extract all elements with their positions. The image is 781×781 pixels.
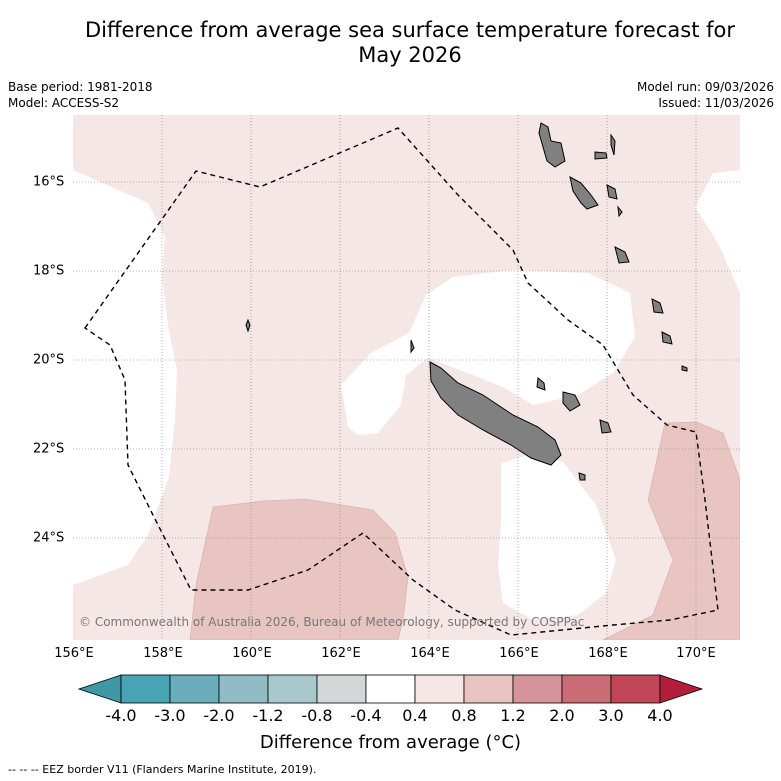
colorbar-segment-2 [169,674,220,704]
colorbar-tick-label: 4.0 [647,706,673,725]
colorbar-segment-6 [365,674,416,704]
colorbar-extend-high [659,674,704,704]
colorbar-tick-label: -1.2 [252,706,284,725]
lon-label-164e: 164°E [410,646,450,661]
title-line-1: Difference from average sea surface temp… [85,18,735,42]
chesterfield-islands [245,318,251,333]
colorbar-title: Difference from average (°C) [259,732,522,753]
lat-label-16s: 16°S [33,174,65,190]
lat-label-18s: 18°S [33,263,65,279]
colorbar-segment-3 [218,674,269,704]
tanna-island [661,331,673,345]
ambae-island [594,151,608,160]
title-line-2: May 2026 [358,43,462,67]
land-masses [245,122,688,481]
aneityum-island [681,365,688,372]
sst-anomaly-map: © Commonwealth of Australia 2026, Bureau… [73,115,740,640]
lon-label-170e: 170°E [676,646,716,661]
colorbar-tick-label: 2.0 [549,706,575,725]
colorbar-segment-5 [316,674,367,704]
erromango-island [651,298,664,314]
neutral-region-east [695,170,740,293]
colorbar-tick-label: -3.0 [154,706,186,725]
model-name: Model: ACCESS-S2 [8,96,120,110]
malekula-island [569,176,599,210]
eez-footnote: -- -- -- EEZ border V11 (Flanders Marine… [8,763,317,776]
lon-label-156e: 156°E [54,646,94,661]
colorbar-tick-label: -2.0 [203,706,235,725]
lat-label-24s: 24°S [33,530,65,546]
colorbar-segment-1 [120,674,171,704]
colorbar-segment-9 [512,674,563,704]
colorbar-tick-label: -0.8 [301,706,333,725]
colorbar-tick-label: 0.8 [451,706,477,725]
meta-left: Base period: 1981-2018 Model: ACCESS-S2 [8,79,153,111]
neutral-region-west [73,170,177,585]
neutral-region-south [498,453,616,620]
neutral-region-central [341,270,635,435]
model-run: Model run: 09/03/2026 [636,80,774,94]
lon-label-160e: 160°E [232,646,272,661]
eez-border [84,127,719,636]
lon-label-162e: 162°E [321,646,361,661]
colorbar-segment-11 [610,674,661,704]
colorbar-tick-label: 0.4 [402,706,428,725]
colorbar-tick-label: -4.0 [105,706,137,725]
colorbar-segment-8 [463,674,514,704]
anomaly-region-0.8-1.2-se [602,421,740,640]
lon-label-166e: 166°E [499,646,539,661]
colorbar [78,674,704,704]
lon-label-168e: 168°E [588,646,628,661]
mare-island [599,419,612,434]
anomaly-region-0.8-1.2-sw [189,498,409,640]
lon-label-158e: 158°E [143,646,183,661]
new-caledonia [429,361,562,466]
espiritu-santo [538,122,566,168]
lifou-island [562,391,581,412]
meta-right: Model run: 09/03/2026 Issued: 11/03/2026 [637,79,774,111]
colorbar-tick-label: -0.4 [350,706,382,725]
colorbar-segment-7 [414,674,465,704]
colorbar-segment-10 [561,674,612,704]
issued-date: Issued: 11/03/2026 [658,96,774,110]
epi-island [617,205,623,218]
ambrym-pentecost [606,184,618,200]
lat-label-22s: 22°S [33,441,65,457]
chart-title: Difference from average sea surface temp… [50,18,770,68]
ouvea-island [536,377,546,391]
anomaly-region-0.4-0.8 [73,115,740,640]
colorbar-segment-4 [267,674,318,704]
lat-label-20s: 20°S [33,352,65,368]
grid-lines [73,115,740,640]
isle-of-pines [578,472,586,481]
colorbar-tick-label: 1.2 [500,706,526,725]
colorbar-tick-label: 3.0 [598,706,624,725]
colorbar-extend-low [78,674,122,704]
copyright-notice: © Commonwealth of Australia 2026, Bureau… [79,615,584,629]
efate-island [614,246,630,264]
maewo-island [610,133,616,156]
base-period: Base period: 1981-2018 [8,80,153,94]
belep-islands [410,339,415,354]
